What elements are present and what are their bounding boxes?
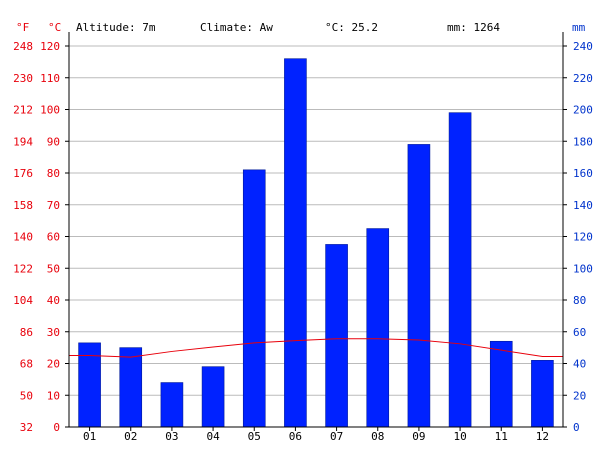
temperature-line-layer (69, 338, 563, 358)
precipitation-bar-09 (407, 144, 431, 428)
fahrenheit-tick-label: 230 (13, 72, 33, 85)
month-label-05: 05 (248, 430, 261, 443)
millimetre-tick-label: 120 (573, 231, 593, 244)
fahrenheit-tick-label: 194 (13, 135, 33, 148)
gridlines (69, 45, 563, 396)
fahrenheit-tick-label: 122 (13, 262, 33, 275)
precipitation-bar-11 (489, 340, 513, 428)
fahrenheit-tick-label: 158 (13, 199, 33, 212)
fahrenheit-tick-label: 104 (13, 294, 33, 307)
fahrenheit-tick-label: 212 (13, 104, 33, 117)
axes (65, 32, 567, 431)
millimetre-unit-label: mm (572, 21, 586, 34)
climate-text: Climate: Aw (200, 21, 273, 34)
month-label-03: 03 (165, 430, 178, 443)
millimetre-tick-label: 160 (573, 167, 593, 180)
precipitation-bar-12 (531, 360, 554, 428)
precipitation-bars (78, 58, 554, 428)
millimetre-tick-label: 20 (573, 389, 586, 402)
celsius-tick-label: 100 (40, 104, 60, 117)
month-label-07: 07 (330, 430, 343, 443)
millimetre-tick-label: 60 (573, 326, 586, 339)
fahrenheit-tick-label: 140 (13, 231, 33, 244)
month-label-11: 11 (495, 430, 508, 443)
fahrenheit-tick-label: 248 (13, 40, 33, 53)
precipitation-bar-03 (160, 382, 184, 428)
month-label-02: 02 (124, 430, 137, 443)
celsius-tick-label: 10 (47, 389, 60, 402)
month-label-06: 06 (289, 430, 302, 443)
celsius-tick-label: 0 (53, 421, 60, 434)
temperature-line (69, 338, 563, 358)
fahrenheit-tick-label: 86 (20, 326, 33, 339)
month-label-10: 10 (453, 430, 466, 443)
celsius-tick-label: 60 (47, 231, 60, 244)
millimetre-tick-label: 80 (573, 294, 586, 307)
millimetre-tick-label: 180 (573, 135, 593, 148)
tick-labels: 1202481102301002129019480176701586014050… (13, 40, 593, 443)
celsius-tick-label: 120 (40, 40, 60, 53)
celsius-tick-label: 70 (47, 199, 60, 212)
fahrenheit-tick-label: 68 (20, 358, 33, 371)
millimetre-tick-label: 220 (573, 72, 593, 85)
fahrenheit-tick-label: 32 (20, 421, 33, 434)
month-label-12: 12 (536, 430, 549, 443)
month-label-08: 08 (371, 430, 384, 443)
month-label-01: 01 (83, 430, 96, 443)
precipitation-bar-07 (325, 244, 348, 428)
millimetre-tick-label: 140 (573, 199, 593, 212)
average-temperature-text: °C: 25.2 (325, 21, 378, 34)
celsius-unit-label: °C (48, 21, 61, 34)
precipitation-bar-08 (366, 228, 390, 428)
celsius-tick-label: 30 (47, 326, 60, 339)
celsius-tick-label: 110 (40, 72, 60, 85)
month-label-04: 04 (206, 430, 220, 443)
annual-precipitation-text: mm: 1264 (447, 21, 500, 34)
precipitation-bar-05 (242, 169, 266, 428)
precipitation-bar-02 (119, 347, 143, 428)
celsius-tick-label: 20 (47, 358, 60, 371)
month-label-09: 09 (412, 430, 425, 443)
fahrenheit-tick-label: 50 (20, 389, 33, 402)
precipitation-bar-06 (284, 58, 307, 428)
millimetre-tick-label: 40 (573, 358, 586, 371)
precipitation-bar-04 (201, 366, 225, 428)
celsius-tick-label: 80 (47, 167, 60, 180)
millimetre-tick-label: 240 (573, 40, 593, 53)
millimetre-tick-label: 0 (573, 421, 580, 434)
precipitation-bar-10 (448, 112, 472, 428)
altitude-text: Altitude: 7m (76, 21, 156, 34)
millimetre-tick-label: 100 (573, 262, 593, 275)
fahrenheit-unit-label: °F (16, 21, 29, 34)
chart-header: °F °C Altitude: 7m Climate: Aw °C: 25.2 … (16, 21, 586, 34)
celsius-tick-label: 40 (47, 294, 60, 307)
millimetre-tick-label: 200 (573, 104, 593, 117)
celsius-tick-label: 90 (47, 135, 60, 148)
fahrenheit-tick-label: 176 (13, 167, 33, 180)
celsius-tick-label: 50 (47, 262, 60, 275)
